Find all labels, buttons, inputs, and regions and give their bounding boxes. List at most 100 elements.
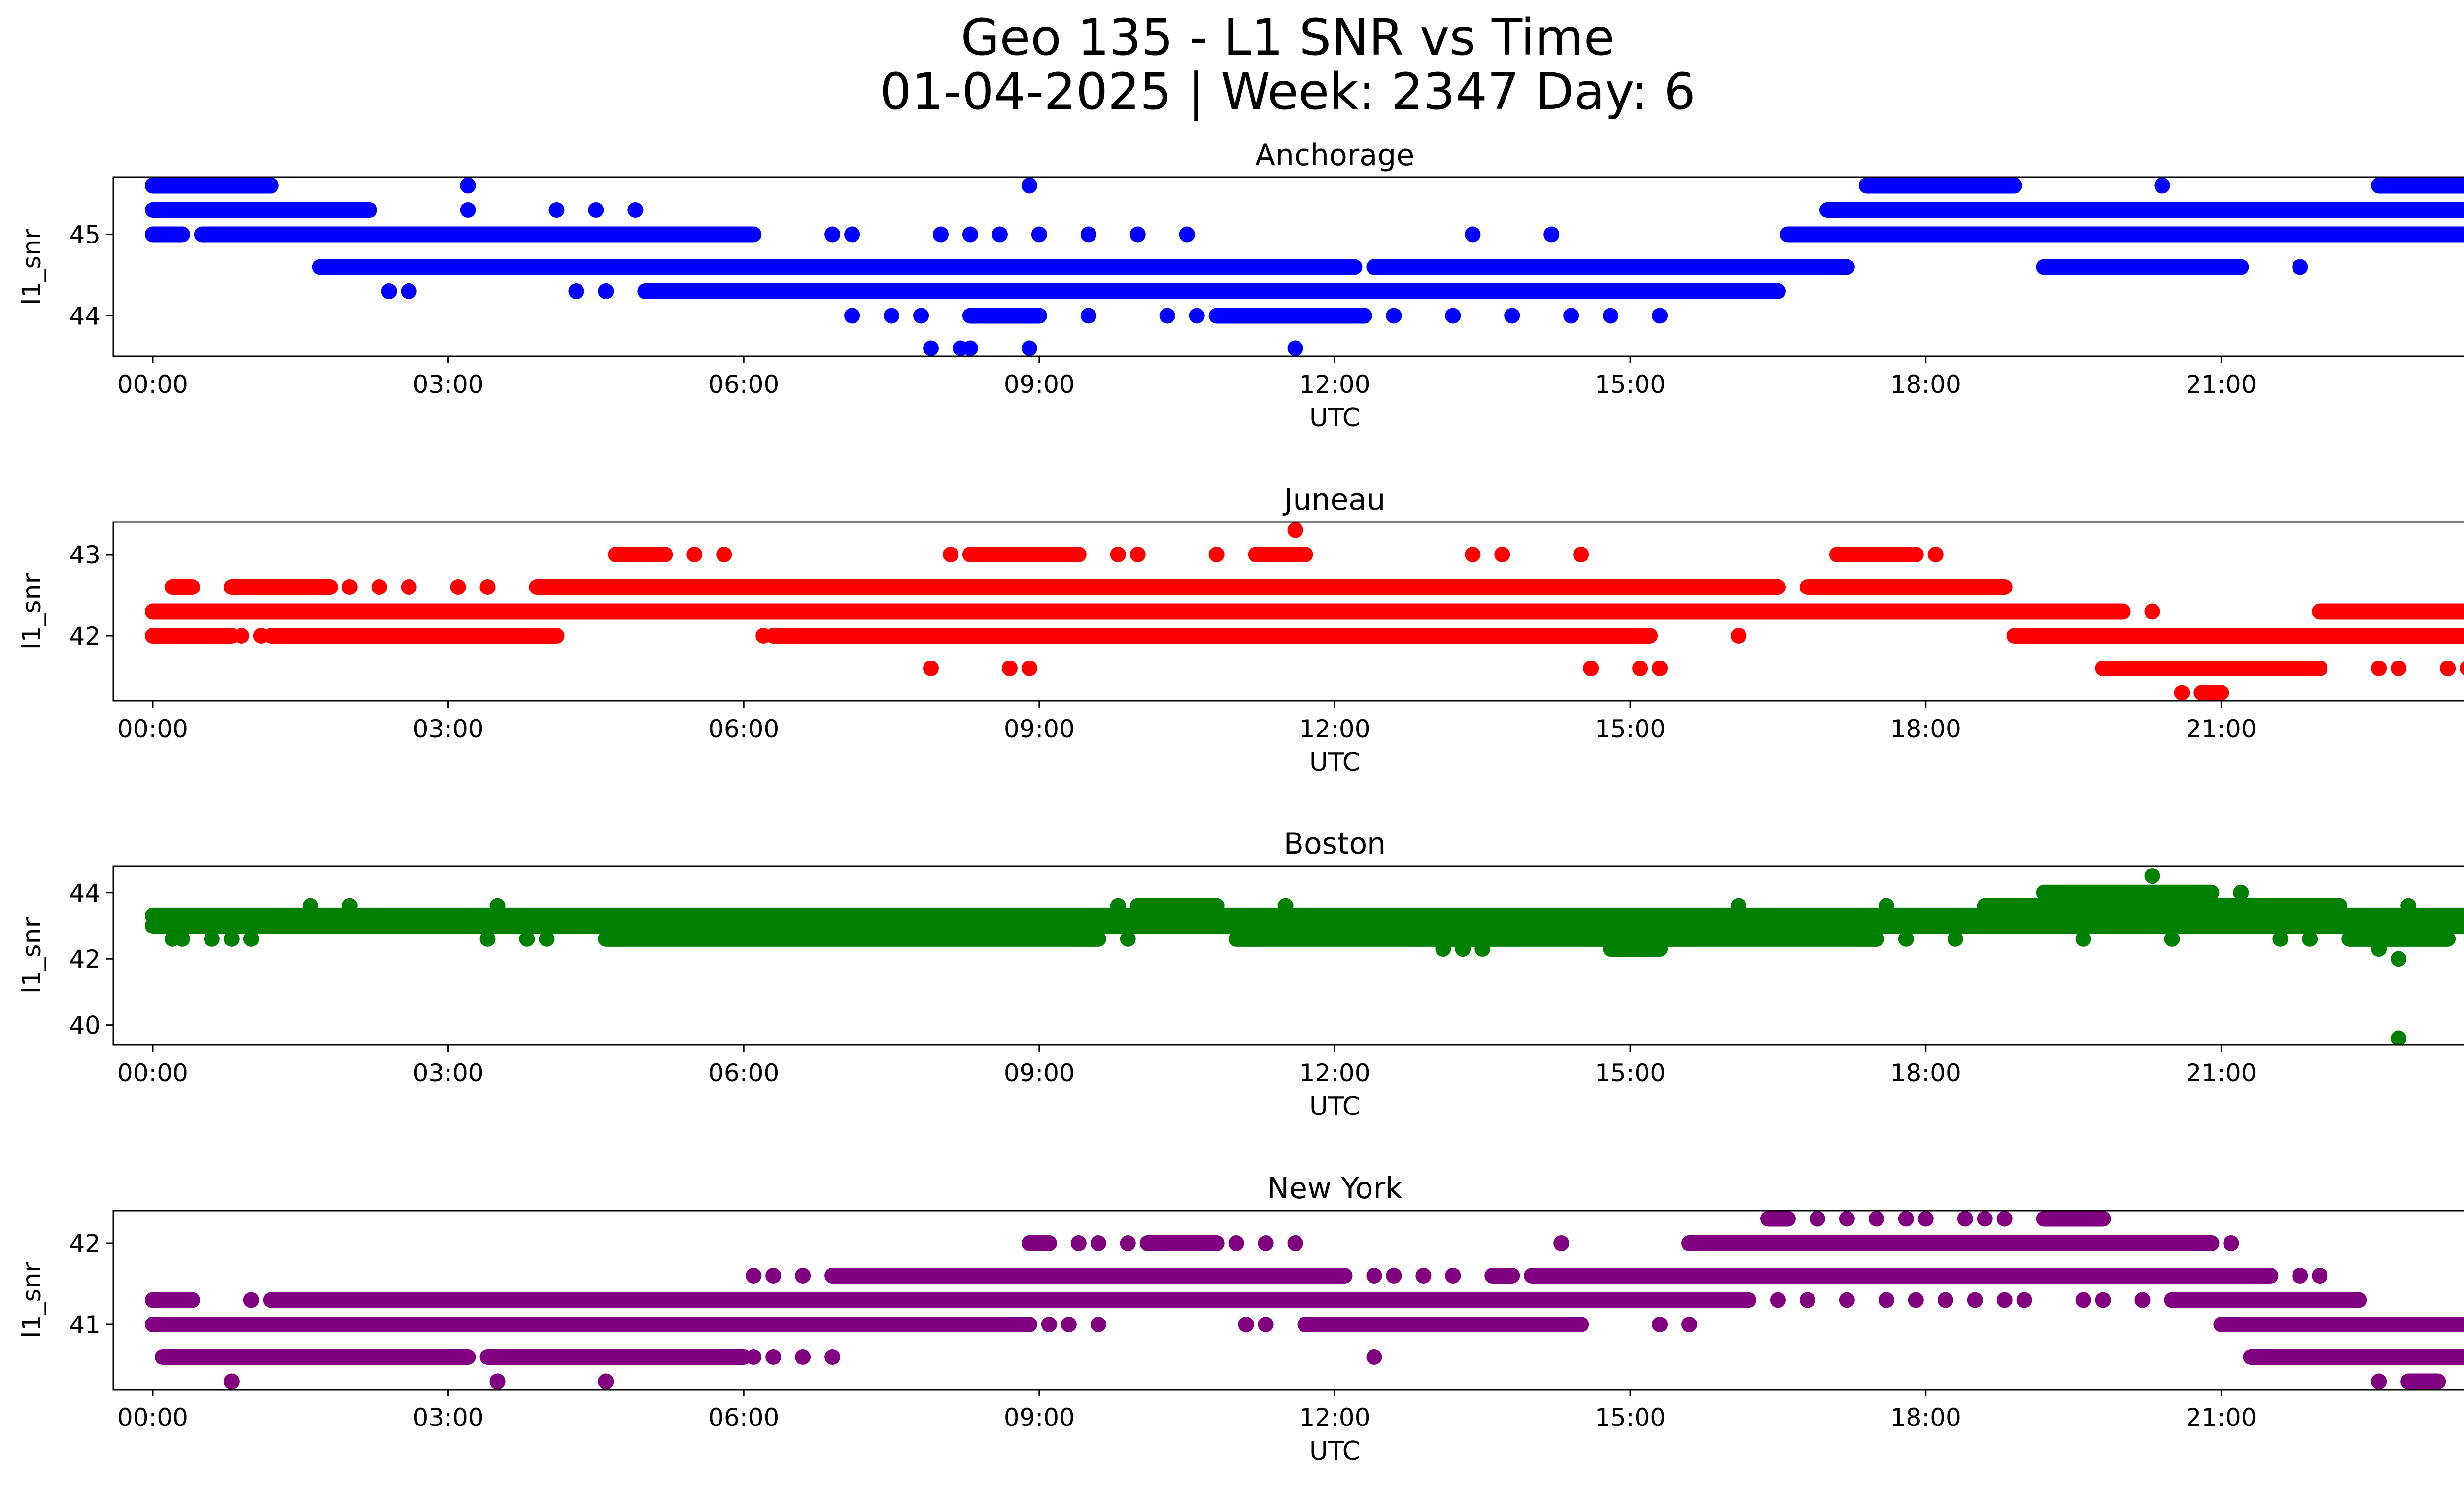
x-tick-label: 12:00 <box>1299 1403 1370 1432</box>
snr-point <box>627 202 644 218</box>
snr-point <box>2144 868 2160 884</box>
snr-point <box>1228 1235 1244 1251</box>
x-tick-label: 03:00 <box>413 1403 484 1432</box>
snr-point <box>1927 547 1944 562</box>
chart-1-points <box>144 522 2464 701</box>
x-tick-label: 06:00 <box>708 370 779 399</box>
x-axis-label: UTC <box>1309 1092 1360 1121</box>
y-axis-label: l1_snr <box>17 228 47 305</box>
subplot-title: Anchorage <box>1255 138 1414 173</box>
x-tick-label: 15:00 <box>1595 715 1666 743</box>
snr-point <box>884 308 900 324</box>
snr-point <box>223 931 240 947</box>
y-tick-label: 45 <box>69 221 101 249</box>
snr-point <box>2016 1292 2032 1308</box>
snr-point <box>1573 547 1589 562</box>
snr-point <box>1455 941 1471 957</box>
y-tick-label: 41 <box>69 1311 101 1339</box>
snr-point <box>1021 661 1037 676</box>
snr-point <box>1386 1268 1402 1284</box>
x-tick-label: 09:00 <box>1004 370 1075 399</box>
snr-point <box>1080 226 1096 243</box>
snr-point <box>1179 226 1195 243</box>
x-tick-label: 18:00 <box>1890 1403 1961 1432</box>
snr-point <box>1809 1211 1825 1227</box>
x-tick-label: 09:00 <box>1004 1403 1075 1432</box>
snr-point <box>824 226 841 243</box>
snr-point <box>1021 340 1037 356</box>
x-tick-label: 00:00 <box>117 370 188 399</box>
snr-point <box>1041 1317 1057 1332</box>
x-tick-label: 15:00 <box>1595 1403 1666 1432</box>
snr-point <box>479 579 496 595</box>
x-tick-label: 21:00 <box>2186 1403 2257 1432</box>
snr-point <box>2371 661 2387 676</box>
snr-point <box>1366 1349 1382 1365</box>
snr-point <box>1110 547 1126 562</box>
snr-point <box>746 1349 762 1365</box>
snr-point <box>716 547 732 562</box>
snr-point <box>962 226 978 243</box>
x-tick-label: 21:00 <box>2186 1059 2257 1087</box>
snr-point <box>1967 1292 1983 1308</box>
snr-point <box>2391 661 2407 676</box>
snr-point <box>598 283 614 299</box>
snr-point <box>1996 1292 2013 1308</box>
snr-point <box>795 1349 811 1365</box>
snr-point <box>2292 259 2308 275</box>
x-axis-label: UTC <box>1309 748 1360 777</box>
snr-point <box>2371 941 2387 957</box>
snr-point <box>1652 308 1668 324</box>
snr-point <box>2095 1292 2111 1308</box>
x-tick-label: 18:00 <box>1890 1059 1961 1087</box>
subplot-title: Boston <box>1284 827 1386 861</box>
snr-point <box>1070 1235 1087 1251</box>
y-axis-label: l1_snr <box>17 573 47 650</box>
snr-point <box>1435 941 1451 957</box>
snr-point <box>243 931 259 947</box>
subplot-title: New York <box>1267 1171 1403 1206</box>
snr-point <box>1129 226 1146 243</box>
snr-point <box>1021 177 1037 194</box>
snr-point <box>1957 1211 1973 1227</box>
snr-point <box>1386 308 1402 324</box>
snr-point <box>1977 1211 1993 1227</box>
y-tick-label: 44 <box>69 302 101 331</box>
snr-point <box>1839 1292 1855 1308</box>
chart-3-points <box>144 1211 2464 1390</box>
snr-point <box>253 628 269 644</box>
chart-0-points <box>144 177 2464 356</box>
snr-point <box>598 1373 614 1390</box>
snr-point <box>824 1349 841 1365</box>
y-tick-label: 44 <box>69 879 101 907</box>
snr-point <box>1001 661 1018 676</box>
snr-point <box>1563 308 1579 324</box>
x-tick-label: 21:00 <box>2186 715 2257 743</box>
snr-point <box>1632 661 1648 676</box>
figure-title-line-1: Geo 135 - L1 SNR vs Time <box>960 8 1615 67</box>
snr-point <box>844 226 860 243</box>
snr-point <box>2391 951 2407 967</box>
snr-point <box>519 931 535 947</box>
snr-point <box>1652 661 1668 676</box>
y-tick-label: 42 <box>69 945 101 973</box>
snr-point <box>204 931 220 947</box>
snr-point <box>932 226 949 243</box>
snr-point <box>1652 1317 1668 1332</box>
x-tick-label: 21:00 <box>2186 370 2257 399</box>
snr-point <box>1947 931 1963 947</box>
snr-point <box>1553 1235 1570 1251</box>
snr-point <box>1799 1292 1815 1308</box>
snr-point <box>450 579 466 595</box>
x-tick-label: 03:00 <box>413 370 484 399</box>
snr-point <box>1504 308 1520 324</box>
snr-point <box>381 283 397 299</box>
snr-point <box>1061 1317 1077 1332</box>
snr-point <box>568 283 584 299</box>
snr-point <box>1090 1235 1106 1251</box>
snr-point <box>1583 661 1599 676</box>
snr-point <box>765 1349 782 1365</box>
chart-3: 00:00 03:00 06:00 09:00 12:00 15:00 18:00 21:00… <box>17 1171 2464 1466</box>
snr-point <box>1543 226 1560 243</box>
